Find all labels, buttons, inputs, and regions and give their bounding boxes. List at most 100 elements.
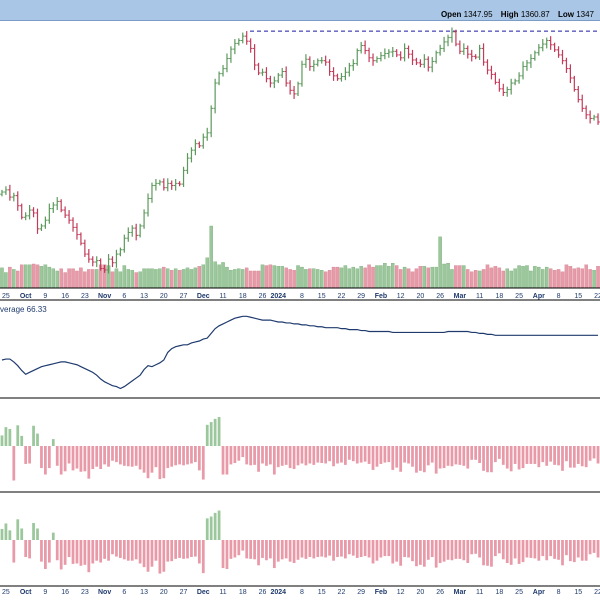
histogram-bar	[533, 446, 537, 464]
price-bar	[462, 43, 466, 55]
histogram-bar	[478, 540, 481, 558]
histogram-bar	[91, 446, 95, 469]
price-bar	[418, 59, 423, 68]
histogram-bar	[576, 446, 580, 464]
volume-bar	[197, 266, 202, 289]
volume-bar	[296, 265, 300, 289]
histogram-bar	[217, 510, 221, 540]
histogram-bar	[107, 446, 110, 467]
volume-bar	[430, 266, 434, 289]
x-tick-label: 25	[2, 293, 10, 300]
histogram-bar	[111, 540, 114, 555]
histogram-bar	[87, 540, 91, 573]
histogram-bar	[466, 540, 470, 563]
histogram-bar	[67, 446, 71, 464]
histogram-bar	[572, 446, 576, 468]
x-tick-label: 23	[81, 589, 89, 596]
histogram-bar	[513, 540, 517, 559]
volume-bar	[205, 257, 209, 289]
price-bar	[556, 46, 561, 58]
x-tick-label: 26	[259, 589, 267, 596]
histogram-bar	[407, 446, 410, 464]
histogram-bar	[47, 446, 51, 469]
histogram-bar	[549, 540, 553, 557]
histogram-bar	[162, 446, 166, 479]
price-bar	[390, 46, 395, 58]
histogram-bar	[0, 528, 4, 540]
histogram-bar	[505, 540, 509, 563]
panel-dividers	[0, 287, 600, 587]
price-bar	[394, 49, 399, 58]
volume-bar	[497, 267, 502, 289]
price-bar	[584, 105, 588, 120]
histogram-bar	[529, 446, 533, 464]
price-bar	[568, 64, 573, 84]
x-tick-label: Mar	[454, 589, 467, 596]
price-bar	[592, 114, 596, 121]
volume-bar	[406, 268, 411, 289]
histogram-bar	[178, 446, 181, 465]
volume-bar	[556, 269, 561, 289]
histogram-bar	[245, 446, 249, 465]
volume-bar	[339, 267, 344, 289]
histogram-bar	[569, 540, 572, 562]
histogram-bar	[446, 446, 450, 466]
x-tick-label: 18	[495, 589, 503, 596]
histogram-bar	[454, 540, 458, 559]
volume-bar	[501, 270, 506, 289]
histogram-bar	[375, 446, 379, 467]
volume-bar	[27, 264, 32, 289]
histogram-bar	[150, 540, 154, 567]
histogram-bar	[525, 540, 529, 558]
price-bar	[292, 85, 296, 99]
price-bar	[193, 139, 198, 156]
histogram-bar	[383, 540, 387, 557]
histogram-bar	[505, 446, 509, 469]
histogram-bar	[130, 446, 134, 467]
histogram-bar	[209, 516, 213, 540]
volume-bar	[166, 268, 170, 289]
histogram-bar	[12, 446, 16, 481]
histogram-bar	[355, 540, 359, 558]
histogram-bar	[426, 446, 430, 466]
histogram-bar	[4, 523, 8, 540]
price-bar	[237, 38, 241, 46]
volume-bar	[383, 263, 387, 289]
price-bar	[189, 147, 194, 163]
price-bar	[552, 42, 557, 53]
histogram-bar	[194, 540, 197, 557]
histogram-bar	[213, 512, 217, 540]
volume-bar	[51, 268, 56, 289]
histogram-bar	[83, 446, 87, 472]
histogram-bar	[584, 446, 588, 468]
histogram-bar	[328, 540, 331, 556]
volume-bar	[94, 269, 99, 289]
histogram-bar	[312, 446, 316, 465]
volume-bar	[213, 261, 217, 289]
histogram-bar	[549, 446, 553, 462]
histogram-bar	[288, 540, 292, 562]
volume-bar	[0, 267, 4, 289]
histogram-bar	[272, 446, 276, 475]
price-bar	[371, 53, 375, 66]
histogram-bar	[95, 446, 99, 467]
histogram-bar	[134, 446, 138, 466]
histogram-bar	[541, 540, 545, 557]
histogram-bar	[580, 446, 584, 467]
volume-bar	[244, 267, 249, 289]
x-tick-label: 8	[557, 293, 561, 300]
price-bar	[426, 56, 431, 72]
price-bar	[8, 184, 12, 201]
histogram-bar	[446, 540, 450, 560]
histogram-bar	[217, 417, 221, 446]
histogram-bar	[276, 446, 280, 468]
price-bar	[284, 66, 288, 87]
histogram-bar	[359, 540, 363, 558]
histogram-bar	[545, 446, 549, 466]
histogram-bar	[134, 540, 138, 560]
x-tick-label: 18	[495, 293, 503, 300]
histogram-bar	[490, 540, 493, 567]
histogram-bar	[142, 446, 146, 473]
histogram-bar	[482, 446, 485, 471]
volume-bar	[426, 267, 431, 289]
